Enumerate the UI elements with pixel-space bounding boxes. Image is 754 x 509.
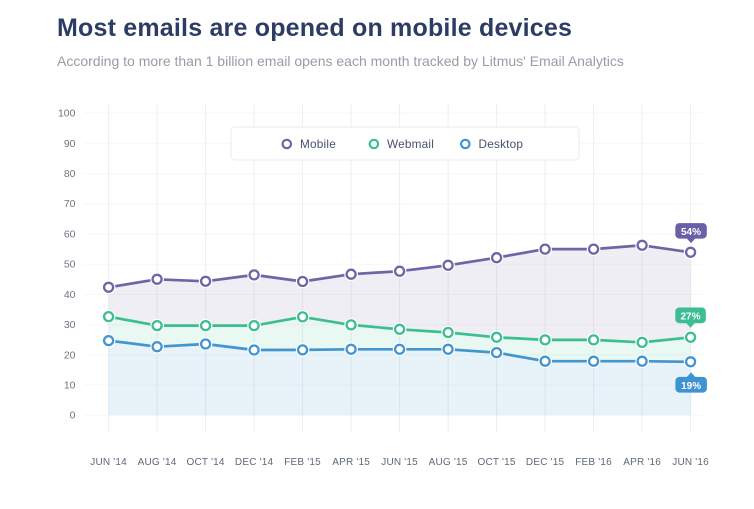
svg-text:100: 100: [58, 108, 76, 120]
svg-text:54%: 54%: [681, 227, 701, 238]
svg-text:10: 10: [64, 380, 76, 392]
svg-text:90: 90: [64, 138, 76, 150]
svg-text:0: 0: [70, 410, 76, 422]
svg-text:OCT '15: OCT '15: [478, 457, 516, 468]
svg-text:JUN '15: JUN '15: [381, 457, 418, 468]
svg-text:30: 30: [64, 319, 76, 331]
svg-text:OCT '14: OCT '14: [187, 457, 225, 468]
svg-text:60: 60: [64, 228, 76, 240]
svg-text:AUG '15: AUG '15: [429, 457, 468, 468]
svg-text:50: 50: [64, 259, 76, 271]
svg-text:FEB '15: FEB '15: [284, 457, 321, 468]
svg-text:70: 70: [64, 198, 76, 210]
svg-text:JUN '14: JUN '14: [90, 457, 127, 468]
svg-text:JUN '16: JUN '16: [672, 457, 709, 468]
svg-text:20: 20: [64, 349, 76, 361]
svg-text:APR '16: APR '16: [623, 457, 661, 468]
svg-text:AUG '14: AUG '14: [138, 457, 177, 468]
svg-text:Desktop: Desktop: [479, 137, 524, 151]
svg-text:80: 80: [64, 168, 76, 180]
svg-text:FEB '16: FEB '16: [575, 457, 612, 468]
svg-text:27%: 27%: [680, 311, 700, 322]
svg-text:40: 40: [64, 289, 76, 301]
svg-text:19%: 19%: [681, 381, 701, 392]
svg-text:DEC '15: DEC '15: [526, 457, 565, 468]
svg-text:Webmail: Webmail: [387, 137, 434, 151]
svg-text:DEC '14: DEC '14: [235, 457, 274, 468]
svg-text:APR '15: APR '15: [332, 457, 370, 468]
svg-text:Mobile: Mobile: [300, 137, 336, 151]
